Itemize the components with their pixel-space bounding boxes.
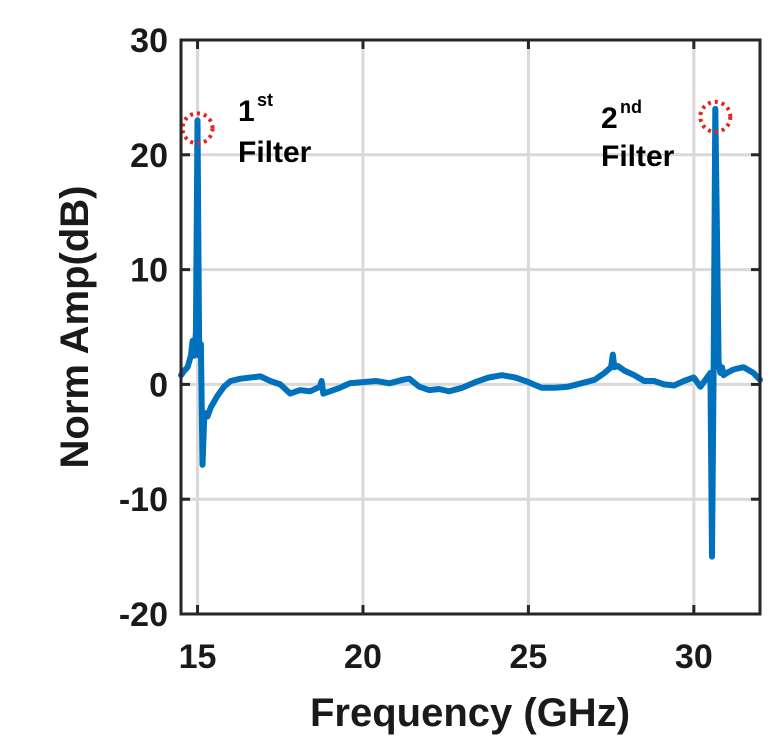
plot-background <box>181 40 760 614</box>
x-tick-label: 15 <box>179 638 217 676</box>
annotation-second-filter: 2 nd Filter <box>601 97 675 173</box>
y-tick-label: 10 <box>130 252 168 290</box>
x-axis-label: Frequency (GHz) <box>310 691 630 735</box>
x-tick-label: 25 <box>509 638 547 676</box>
y-axis-label: Norm Amp(dB) <box>53 186 97 469</box>
annotation-first-number: 1 <box>238 95 255 128</box>
plot-frame <box>179 38 762 616</box>
y-tick-label: 20 <box>130 137 168 175</box>
x-tick-label: 30 <box>675 638 713 676</box>
annotation-first-filter: 1 st Filter <box>238 90 312 169</box>
y-tick-label: -20 <box>119 596 168 634</box>
annotation-second-label: Filter <box>601 140 675 173</box>
annotation-second-sup: nd <box>620 97 642 117</box>
x-tick-labels: 15 20 25 30 <box>179 638 713 676</box>
y-tick-label: 30 <box>130 22 168 60</box>
series-line <box>178 105 763 560</box>
y-tick-labels: -20 -10 0 10 20 30 <box>119 22 168 634</box>
series-group <box>178 105 763 560</box>
annotation-first-sup: st <box>257 90 273 110</box>
peak-markers <box>180 99 733 146</box>
y-tick-label: -10 <box>119 481 168 519</box>
x-tick-label: 20 <box>344 638 382 676</box>
annotation-first-label: Filter <box>238 136 312 169</box>
peak-circle-marker <box>180 111 215 146</box>
annotation-second-number: 2 <box>601 102 618 135</box>
peak-circle-marker <box>698 99 733 134</box>
y-tick-label: 0 <box>149 366 168 404</box>
